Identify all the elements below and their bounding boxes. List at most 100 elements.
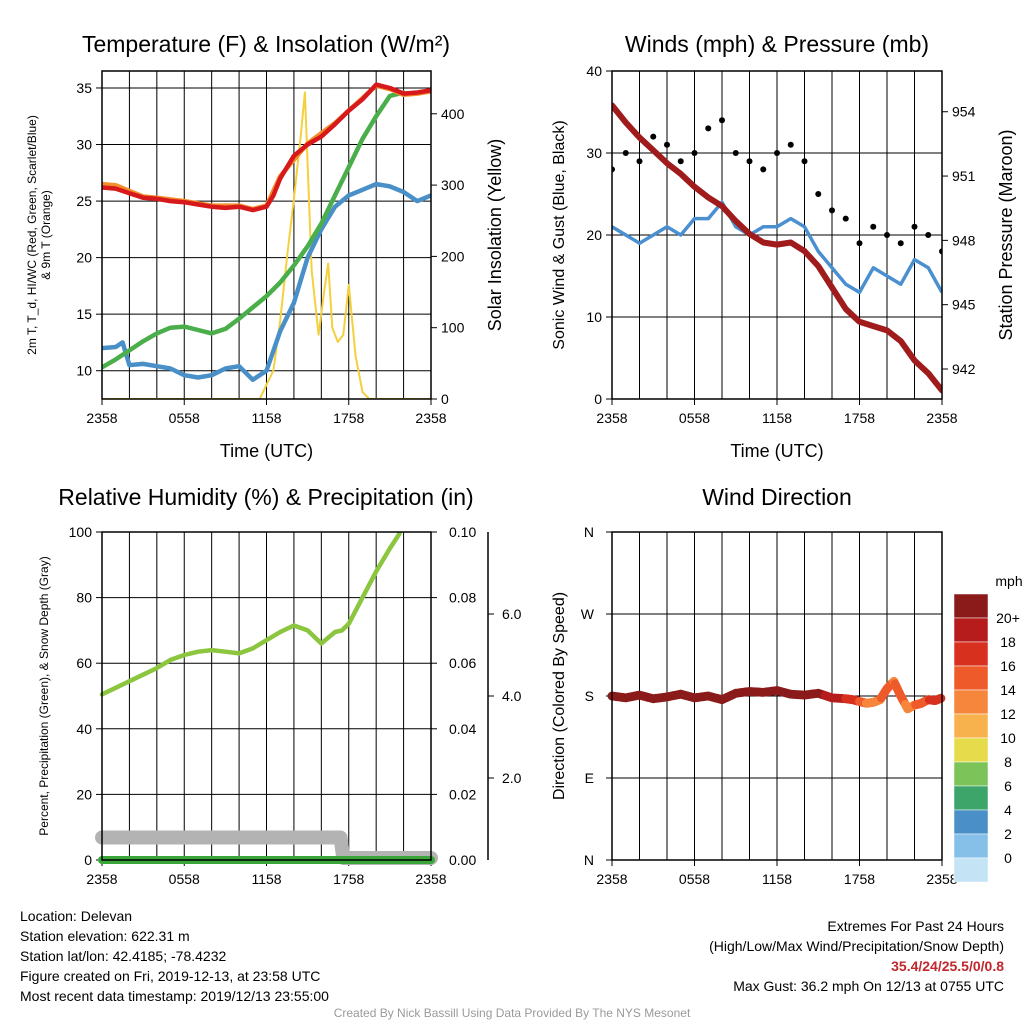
x-tick-label: 1758	[844, 410, 875, 426]
y2-axis-label: Station Pressure (Maroon)	[996, 129, 1016, 340]
y-tick-label: 25	[76, 193, 92, 209]
gust-point	[774, 150, 780, 156]
plot-frame	[611, 70, 943, 400]
x-tick-label: 1158	[251, 410, 281, 426]
colorbar-swatch	[953, 641, 989, 667]
credit-line: Created By Nick Bassill Using Data Provi…	[333, 1006, 691, 1020]
y2-tick-label: 942	[952, 361, 976, 377]
series-line-sonic-wind	[612, 200, 942, 295]
y-tick-label: 10	[586, 309, 602, 325]
gust-point	[732, 150, 739, 156]
gust-point	[636, 158, 643, 165]
x-tick-label: 1158	[762, 410, 792, 426]
y-tick-label: N	[584, 524, 594, 540]
colorbar-label: 10	[1000, 730, 1016, 746]
colorbar-swatch	[953, 689, 989, 715]
y2-tick-label: 0.10	[449, 524, 476, 540]
x-tick-label: 0558	[679, 410, 710, 426]
colorbar-label: 2	[1004, 826, 1012, 842]
colorbar-swatch	[953, 761, 989, 787]
plot-frame	[101, 70, 432, 400]
x-tick-label: 2358	[926, 410, 957, 426]
y-axis-label: Sonic Wind & Gust (Blue, Black)	[551, 120, 568, 349]
max-gust: Max Gust: 36.2 mph On 12/13 at 0755 UTC	[733, 978, 1004, 994]
gust-point	[760, 166, 767, 173]
gust-point	[842, 215, 849, 222]
gust-point	[622, 150, 629, 156]
panel-title: Wind Direction	[702, 484, 852, 510]
y2-tick-label: 0.06	[449, 655, 476, 671]
y2-tick-label: 0.04	[449, 721, 476, 737]
gust-point	[801, 158, 808, 165]
y2-tick-label: 948	[952, 232, 976, 248]
y2-tick-label: 945	[952, 297, 976, 313]
x-tick-label: 1158	[762, 871, 792, 887]
x-tick-label: 2358	[86, 871, 117, 887]
colorbar-label: 8	[1004, 754, 1012, 770]
x-tick-label: 0558	[169, 410, 200, 426]
colorbar-label: 0	[1004, 850, 1012, 866]
colorbar-unit: mph	[995, 573, 1022, 589]
panel-2: Winds (mph) & Pressure (mb) 2358 0558 1158 1…	[551, 31, 1016, 461]
colorbar-label: 4	[1004, 802, 1012, 818]
recent-data-timestamp: Most recent data timestamp: 2019/12/13 2…	[20, 988, 329, 1004]
y-tick-label: S	[585, 688, 594, 704]
y2-tick-label: 300	[441, 177, 465, 193]
gust-point	[746, 158, 753, 165]
station-latlon: Station lat/lon: 42.4185; -78.4232	[20, 948, 227, 964]
extremes-subheading: (High/Low/Max Wind/Precipitation/Snow De…	[709, 938, 1004, 954]
x-tick-label: 2358	[415, 871, 446, 887]
y2-tick-label: 954	[952, 104, 976, 120]
panel-title: Temperature (F) & Insolation (W/m²)	[82, 31, 450, 57]
gust-point	[815, 191, 822, 197]
series-line-hi-wc-blue-	[102, 181, 431, 383]
y2-tick-label: 0.08	[449, 590, 476, 606]
x-axis-label: Time (UTC)	[730, 441, 823, 461]
y2-tick-label: 0.02	[449, 786, 476, 802]
gust-point	[664, 141, 670, 148]
y-axis-label: Percent, Precipitation (Green), & Snow D…	[37, 556, 51, 835]
colorbar-label: 14	[1000, 682, 1016, 698]
colorbar-swatch	[953, 737, 989, 763]
series-line-relative-humidity	[99, 532, 402, 697]
station-location: Location: Delevan	[20, 908, 133, 924]
x-tick-label: 2358	[596, 871, 627, 887]
plot-frame	[611, 531, 943, 861]
colorbar: mph 20+ 18 16 14 12 10 8 6 4 2 0	[953, 573, 1023, 883]
y-tick-label: 40	[586, 63, 602, 79]
y2-tick-label: 400	[441, 106, 465, 122]
x-tick-label: 2358	[596, 410, 627, 426]
gust-point	[829, 207, 835, 214]
plot-frame	[101, 531, 432, 861]
x-tick-label: 1758	[333, 871, 364, 887]
x-tick-label: 2358	[86, 410, 117, 426]
y3-tick-label: 2.0	[502, 770, 522, 786]
colorbar-swatch	[953, 785, 989, 811]
y-tick-label: 10	[76, 363, 92, 379]
y-tick-label: 35	[76, 80, 92, 96]
y2-tick-label: 100	[441, 320, 465, 336]
y2-tick-label: 0.00	[449, 852, 476, 868]
figure-created: Figure created on Fri, 2019-12-13, at 23…	[20, 968, 321, 984]
colorbar-swatch	[953, 833, 989, 859]
y-tick-label: 15	[76, 306, 92, 322]
x-tick-label: 1758	[844, 871, 875, 887]
panel-3: Relative Humidity (%) & Precipitation (i…	[37, 484, 522, 887]
colorbar-swatch	[953, 857, 989, 883]
gust-point	[856, 240, 863, 247]
y-tick-label: 0	[594, 391, 602, 407]
series-group	[607, 676, 946, 714]
panel-title: Winds (mph) & Pressure (mb)	[625, 31, 929, 57]
direction-point	[936, 693, 946, 703]
extremes-values: 35.4/24/25.5/0/0.8	[891, 958, 1004, 974]
gust-point	[719, 117, 725, 124]
gust-point	[925, 232, 932, 238]
extremes-heading: Extremes For Past 24 Hours	[827, 918, 1004, 934]
y-tick-label: 40	[76, 721, 92, 737]
colorbar-label: 20+	[996, 610, 1020, 626]
gust-point	[911, 223, 918, 230]
gust-point	[705, 125, 712, 132]
series-line-2m-t-red-	[102, 82, 431, 213]
gust-point	[650, 133, 657, 140]
